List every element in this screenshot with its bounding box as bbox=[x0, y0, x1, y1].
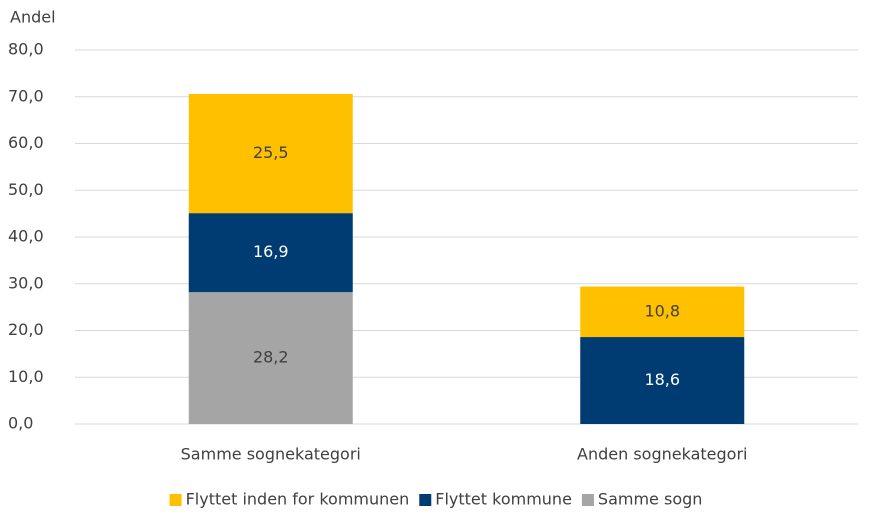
y-tick-label: 30,0 bbox=[8, 273, 44, 292]
data-label: 16,9 bbox=[253, 242, 289, 261]
bar-segment bbox=[580, 337, 745, 424]
legend-swatch bbox=[581, 494, 594, 506]
y-tick-label: 60,0 bbox=[8, 133, 44, 152]
y-tick-label: 40,0 bbox=[8, 227, 44, 246]
y-tick-label: 70,0 bbox=[8, 86, 44, 105]
y-tick-label: 50,0 bbox=[8, 180, 44, 199]
legend-label: Flyttet kommune bbox=[435, 490, 572, 509]
y-tick-label: 80,0 bbox=[8, 40, 44, 59]
y-tick-label: 20,0 bbox=[8, 320, 44, 339]
legend-swatch bbox=[169, 494, 182, 506]
y-tick-label: 0,0 bbox=[8, 414, 33, 433]
bar-segment bbox=[188, 292, 353, 424]
y-tick-label: 10,0 bbox=[8, 367, 44, 386]
bar-segment bbox=[580, 286, 745, 338]
bar-segment bbox=[188, 213, 353, 293]
y-axis-label: Andel bbox=[10, 8, 56, 27]
data-label: 18,6 bbox=[644, 370, 680, 389]
legend-label: Flyttet inden for kommunen bbox=[186, 490, 410, 509]
data-label: 10,8 bbox=[644, 301, 680, 320]
legend-swatch bbox=[419, 494, 432, 506]
data-label: 28,2 bbox=[253, 348, 289, 367]
legend-label: Samme sogn bbox=[598, 490, 702, 509]
bar-segment bbox=[188, 93, 353, 214]
x-tick-label: Samme sognekategori bbox=[181, 445, 361, 464]
data-label: 25,5 bbox=[253, 143, 289, 162]
x-tick-label: Anden sognekategori bbox=[577, 445, 747, 464]
